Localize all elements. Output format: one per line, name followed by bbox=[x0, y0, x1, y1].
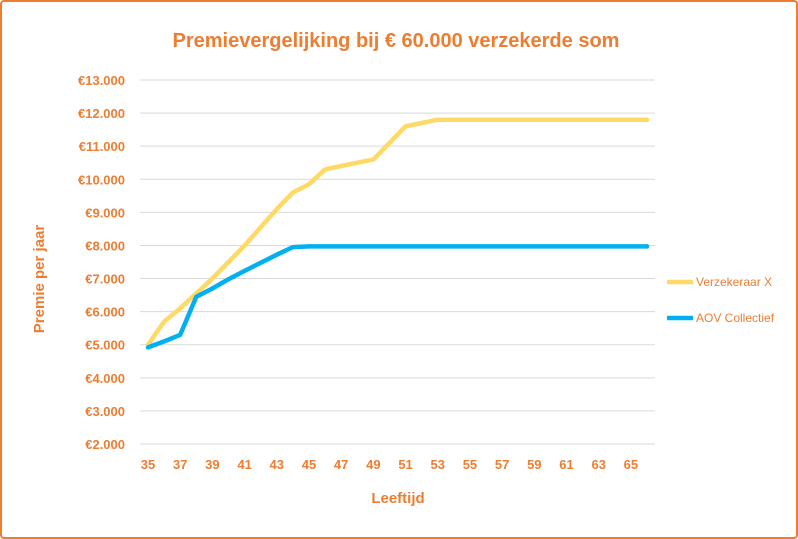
x-tick-label: 65 bbox=[624, 457, 638, 472]
x-tick-label: 63 bbox=[591, 457, 605, 472]
y-tick-label: €11.000 bbox=[79, 139, 125, 154]
y-axis-tick-labels: €2.000 €3.000 €4.000 €5.000 €6.000 €7.000 €8.0… bbox=[78, 73, 125, 452]
legend: Verzekeraar X AOV Collectief bbox=[667, 275, 775, 325]
series-line-aov-collectief bbox=[145, 244, 650, 350]
y-tick-label: €12.000 bbox=[78, 106, 125, 121]
x-tick-label: 57 bbox=[495, 457, 509, 472]
x-tick-label: 47 bbox=[334, 457, 348, 472]
x-axis-tick-labels: 35 37 39 41 43 45 47 49 51 53 55 57 59 61 63 65 bbox=[141, 457, 638, 472]
chart-title: Premievergelijking bij € 60.000 verzeker… bbox=[173, 30, 620, 52]
y-tick-label: €9.000 bbox=[85, 205, 125, 220]
x-tick-label: 59 bbox=[527, 457, 541, 472]
x-tick-label: 41 bbox=[237, 457, 251, 472]
x-tick-label: 39 bbox=[205, 457, 219, 472]
series-lines bbox=[145, 117, 650, 350]
legend-label: AOV Collectief bbox=[696, 311, 775, 325]
y-tick-label: €10.000 bbox=[78, 172, 125, 187]
y-tick-label: €5.000 bbox=[85, 338, 125, 353]
x-tick-label: 49 bbox=[366, 457, 380, 472]
legend-label: Verzekeraar X bbox=[696, 275, 772, 289]
x-tick-label: 37 bbox=[173, 457, 187, 472]
y-tick-label: €6.000 bbox=[85, 305, 125, 320]
x-tick-label: 45 bbox=[302, 457, 316, 472]
y-tick-label: €2.000 bbox=[85, 437, 125, 452]
y-tick-label: €4.000 bbox=[85, 371, 125, 386]
y-tick-label: €13.000 bbox=[78, 73, 125, 88]
x-tick-label: 51 bbox=[398, 457, 412, 472]
series-line-verzekeraar-x bbox=[145, 117, 650, 347]
y-tick-label: €7.000 bbox=[85, 272, 125, 287]
y-tick-label: €3.000 bbox=[85, 404, 125, 419]
x-tick-label: 35 bbox=[141, 457, 155, 472]
y-axis-title: Premie per jaar bbox=[31, 225, 48, 334]
y-tick-label: €8.000 bbox=[85, 238, 125, 253]
x-axis-title: Leeftijd bbox=[371, 490, 424, 507]
x-tick-label: 43 bbox=[270, 457, 284, 472]
x-tick-label: 55 bbox=[463, 457, 477, 472]
x-tick-label: 61 bbox=[559, 457, 573, 472]
x-tick-label: 53 bbox=[431, 457, 445, 472]
